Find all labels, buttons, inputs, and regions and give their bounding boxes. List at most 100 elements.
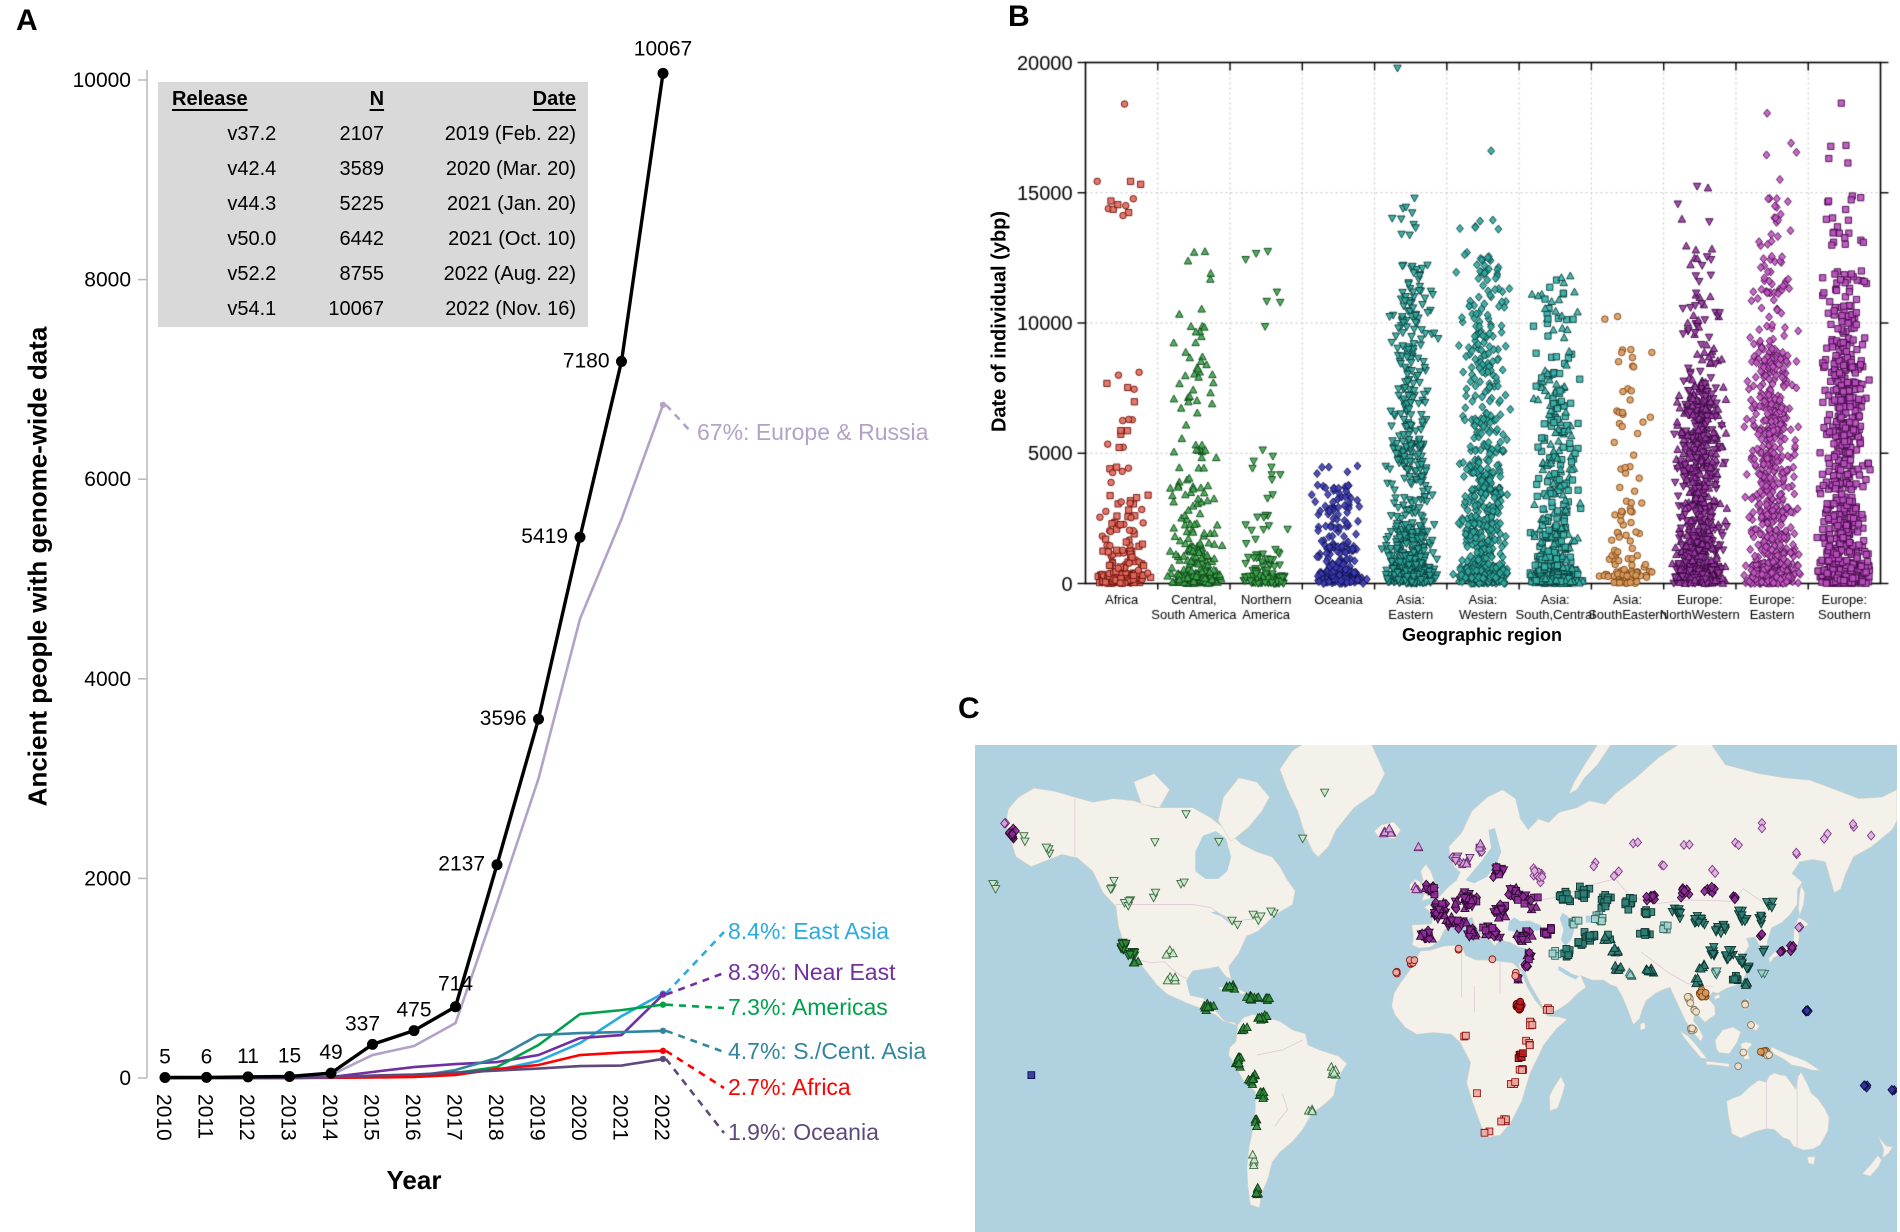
panel-b-y-axis-title: Date of individual (ybp) <box>988 210 1011 433</box>
map-sample-marker <box>1659 860 1669 871</box>
map-sample-marker <box>1462 1031 1470 1040</box>
total-point <box>284 1071 295 1083</box>
total-point-label: 475 <box>396 999 431 1022</box>
map-landmass <box>1679 1030 1708 1060</box>
map-sample-marker <box>1109 876 1119 886</box>
map-sample-marker <box>1548 949 1557 958</box>
map-landmass <box>1861 1155 1882 1177</box>
total-point <box>657 67 669 79</box>
map-sample-marker <box>1757 823 1767 834</box>
map-sample-marker <box>1730 894 1740 905</box>
release-table-cell: 2020 (Mar. 20) <box>445 158 576 180</box>
total-point-label: 3596 <box>480 707 527 730</box>
map-sample-marker <box>1446 916 1457 926</box>
map-sample-marker <box>1248 1159 1259 1169</box>
map-sample-marker <box>1564 895 1573 904</box>
map-landmass <box>1228 1014 1348 1209</box>
map-sample-marker <box>1719 923 1730 933</box>
a-x-tick: 2017 <box>443 1094 466 1141</box>
map-sample-marker <box>1511 972 1520 980</box>
map-sample-marker <box>1614 866 1624 877</box>
map-sample-marker <box>1264 993 1275 1002</box>
map-sample-marker <box>1256 912 1266 922</box>
map-sample-marker <box>1737 911 1747 921</box>
growth-line-chart: 0 2000 4000 6000 8000 10000 2010 2011 2012 2013 20… <box>73 37 726 1141</box>
map-sample-marker <box>1121 939 1131 949</box>
map-sample-marker <box>1020 837 1030 847</box>
map-sample-marker <box>1500 911 1511 921</box>
map-country-border <box>1274 1093 1288 1127</box>
map-sample-marker <box>1624 905 1633 914</box>
map-landmass <box>1713 993 1721 1000</box>
map-sample-marker <box>1601 902 1610 911</box>
map-sample-marker <box>1517 936 1528 945</box>
panel-c-label: C <box>958 692 980 725</box>
a-y-tick: 0 <box>119 1067 131 1090</box>
map-sample-marker <box>1794 922 1803 933</box>
a-x-tick: 2012 <box>235 1094 258 1141</box>
release-table-row: v52.2 8755 2022 (Aug. 22) <box>158 257 588 292</box>
map-sample-marker <box>1688 1024 1697 1033</box>
map-sample-marker <box>1488 924 1497 932</box>
map-sample-marker <box>1756 1047 1765 1056</box>
map-sample-marker <box>1693 918 1704 928</box>
map-inland-water <box>1195 831 1232 879</box>
total-point <box>367 1038 378 1050</box>
map-sample-marker <box>1574 938 1583 946</box>
map-sample-marker <box>1459 894 1470 904</box>
total-point-label: 337 <box>345 1012 380 1035</box>
panel-b-x-axis-title: Geographic region <box>1401 625 1563 645</box>
map-sample-marker <box>1710 926 1721 936</box>
release-table-cell: 5225 <box>339 193 385 215</box>
map-sample-marker <box>1008 829 1017 840</box>
map-sample-marker <box>1522 960 1532 971</box>
release-table-col-release: Release <box>172 88 248 110</box>
map-sample-marker <box>1712 967 1722 977</box>
map-sample-marker <box>1018 832 1029 842</box>
map-sample-marker <box>1520 899 1529 908</box>
map-country-border <box>1640 951 1713 988</box>
a-y-tick: 4000 <box>84 668 131 691</box>
map-sample-marker <box>1242 1022 1252 1032</box>
map-sample-marker <box>1234 1058 1244 1067</box>
total-point <box>159 1072 171 1084</box>
map-sample-marker <box>1433 905 1444 915</box>
map-sample-marker <box>1819 833 1829 844</box>
map-sample-marker <box>1675 908 1686 918</box>
map-sample-marker <box>1537 871 1547 883</box>
map-sample-marker <box>1692 973 1703 982</box>
map-sample-marker <box>1775 946 1785 958</box>
map-sample-marker <box>1424 928 1434 938</box>
map-sample-marker <box>1480 1128 1489 1137</box>
map-sample-marker <box>1585 931 1594 940</box>
map-sample-marker <box>1787 942 1797 953</box>
map-sample-marker <box>1740 980 1751 989</box>
map-sample-marker <box>1739 1048 1748 1057</box>
total-point <box>408 1025 420 1037</box>
a-y-tick: 6000 <box>84 468 131 491</box>
release-table-col-n: N <box>369 88 385 110</box>
release-table-cell: 10067 <box>328 298 385 320</box>
panel-a-y-axis-title: Ancient people with genome-wide data <box>22 326 53 807</box>
map-sample-marker <box>1733 906 1744 916</box>
map-sample-marker <box>1124 897 1134 907</box>
total-point <box>201 1071 212 1083</box>
map-sample-marker <box>1150 888 1161 898</box>
map-sample-marker <box>1161 949 1172 959</box>
map-sample-marker <box>1413 841 1424 851</box>
map-sample-marker <box>1041 843 1052 853</box>
map-inland-water <box>1558 966 1579 980</box>
map-sample-marker <box>1621 898 1630 907</box>
a-x-tick: 2014 <box>318 1094 341 1141</box>
release-table-header: Release N Date <box>158 82 588 117</box>
map-sample-marker <box>1247 1149 1258 1159</box>
map-sample-marker <box>1251 1187 1262 1197</box>
map-sample-marker <box>1766 903 1777 913</box>
map-inland-water <box>1465 828 1502 884</box>
series-share-label-2: 8.3%: Near East <box>728 959 896 985</box>
map-sample-marker <box>1692 1007 1700 1016</box>
map-landmass <box>1798 884 1806 917</box>
map-sample-marker <box>1564 951 1573 960</box>
map-sample-marker <box>1528 1021 1537 1029</box>
map-sample-marker <box>1734 840 1743 851</box>
